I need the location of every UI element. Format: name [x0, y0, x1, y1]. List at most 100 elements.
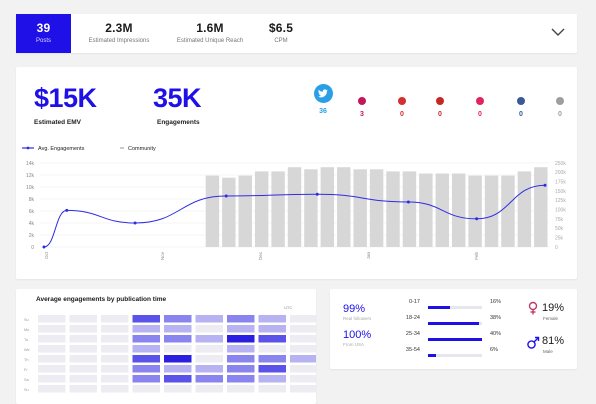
heatmap-row-label: Th	[24, 358, 28, 362]
age-range-label: 0-17	[408, 299, 420, 305]
social-youtube[interactable]: 0	[392, 97, 412, 118]
community-bar	[353, 169, 367, 247]
heatmap-cell	[290, 375, 316, 383]
age-range-label: 35-54	[405, 347, 420, 353]
line-point	[475, 217, 479, 221]
y-right-tick: 125k	[555, 198, 566, 204]
twitter-count: 36	[319, 108, 327, 115]
y-left-tick: 14k	[26, 161, 35, 167]
legend-bar-swatch	[120, 147, 124, 149]
line-point	[42, 245, 46, 249]
twitter-icon[interactable]	[314, 84, 333, 103]
heatmap-timezone: UTC	[284, 305, 293, 310]
heatmap-cell	[101, 375, 129, 383]
engagements-value: 35K	[153, 83, 202, 113]
heatmap-row-label: We	[24, 348, 30, 352]
heatmap-cell	[69, 365, 97, 373]
social-count: 0	[438, 111, 442, 118]
age-range-label: 18-24	[405, 315, 420, 321]
male-label: Male	[543, 349, 553, 354]
age-range-label: 25-34	[405, 331, 420, 337]
community-bar	[222, 177, 236, 247]
social-instagram-story[interactable]: 0	[470, 97, 490, 118]
heatmap-cell	[164, 335, 192, 343]
heatmap-cell	[38, 345, 66, 353]
heatmap-cell	[227, 315, 255, 323]
cpm-value: $6.5	[268, 21, 294, 35]
heatmap-cell	[164, 315, 192, 323]
heatmap-cell	[290, 365, 316, 373]
usa-label: From USA	[343, 342, 365, 347]
male-icon	[527, 336, 540, 349]
heatmap-cell	[164, 385, 192, 393]
heatmap-cell	[132, 365, 160, 373]
heatmap-cell	[38, 365, 66, 373]
legend-bar-label: Community	[128, 146, 156, 152]
chevron-down-icon[interactable]	[551, 25, 565, 39]
community-bar	[517, 171, 532, 247]
engagement-chart: 0 2k 4k 6k 8k 10k 12k 14k 0 25k 50k 75k 100k 125k 150k…	[26, 161, 566, 260]
heatmap-cell	[227, 345, 255, 353]
twitter-count-wrap: 36	[312, 108, 334, 115]
x-tick-label: Oct	[44, 251, 49, 259]
social-facebook[interactable]: 0	[511, 97, 531, 118]
heatmap-cell	[164, 325, 192, 333]
real-followers-pct: 99%	[343, 303, 366, 315]
community-bar	[534, 167, 548, 247]
y-left-tick: 6k	[29, 209, 35, 215]
summary-bar: 39 Posts 2.3M Estimated Impressions 1.6M…	[16, 14, 577, 53]
heatmap-cell	[164, 365, 192, 373]
heatmap-cell	[132, 355, 160, 363]
heatmap-cell	[195, 315, 223, 323]
heatmap-cell	[290, 355, 316, 363]
heatmap-row-label: Sa	[24, 378, 30, 382]
community-bar	[451, 173, 466, 247]
youtube-icon	[398, 97, 406, 105]
community-bar	[337, 167, 351, 247]
heatmap-cell	[132, 385, 160, 393]
heatmap-cell	[258, 355, 286, 363]
heatmap-cell	[69, 325, 97, 333]
y-right-tick: 0	[555, 245, 558, 251]
community-bar	[205, 175, 220, 247]
age-pct: 16%	[490, 299, 502, 305]
social-instagram[interactable]: 3	[352, 97, 372, 118]
y-left-tick: 2k	[29, 233, 35, 239]
y-right-tick: 250k	[555, 161, 566, 167]
heatmap-cell	[164, 345, 192, 353]
age-pct: 38%	[490, 315, 502, 321]
community-bar	[320, 167, 335, 247]
age-bar-track	[428, 354, 482, 357]
impressions-label: Estimated Impressions	[88, 38, 150, 44]
social-count: 3	[360, 111, 364, 118]
heatmap-cell	[227, 365, 255, 373]
impressions-kpi: 2.3M Estimated Impressions	[84, 14, 154, 53]
heatmap-cell	[69, 335, 97, 343]
emv-label: Estimated EMV	[34, 119, 81, 126]
age-bar-fill	[428, 338, 482, 341]
social-blog[interactable]: 0	[550, 97, 570, 118]
heatmap-cell	[258, 315, 286, 323]
heatmap-cell	[258, 365, 286, 373]
age-bar-track	[428, 322, 482, 325]
y-right-tick: 75k	[555, 217, 564, 223]
heatmap-row-label: Tu	[24, 338, 28, 342]
instagram-story-icon	[476, 97, 484, 105]
y-right-tick: 25k	[555, 235, 564, 241]
heatmap-cell	[132, 325, 160, 333]
social-pinterest[interactable]: 0	[430, 97, 450, 118]
age-bar-track	[428, 338, 482, 341]
community-bar	[402, 171, 417, 247]
heatmap-cell	[290, 345, 316, 353]
posts-kpi[interactable]: 39 Posts	[16, 14, 71, 53]
heatmap-row-label: Fr	[24, 368, 28, 372]
heatmap-cell	[227, 375, 255, 383]
heatmap-cell	[69, 355, 97, 363]
posts-value: 39	[36, 21, 51, 35]
chart-legend: Avg. Engagements Community	[22, 146, 156, 152]
heatmap-cell	[101, 335, 129, 343]
legend-line-dot	[26, 146, 30, 150]
age-bar-fill	[428, 354, 437, 357]
y-left-tick: 12k	[26, 173, 35, 179]
y-left-tick: 4k	[29, 221, 35, 227]
